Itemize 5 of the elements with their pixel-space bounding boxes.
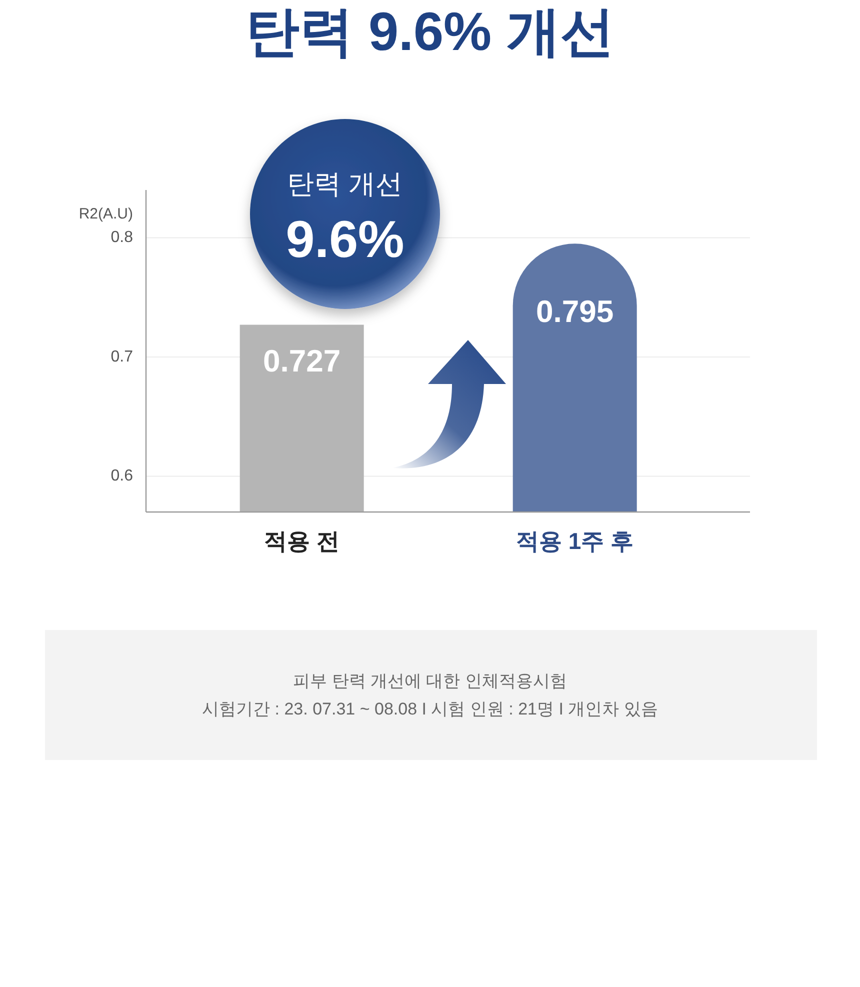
- note: 시험기간 : 23. 07.31 ~ 08.08 I 시험 인원 : 21명 I 개인차 있음: [202, 700, 658, 718]
- note: 피부 탄력 개선에 대한 인체적용시험: [293, 672, 567, 690]
- annotation: 9.6%: [286, 211, 404, 269]
- annotation: 탄력 개선: [287, 169, 403, 199]
- title: 탄력 9.6% 개선: [245, 2, 615, 62]
